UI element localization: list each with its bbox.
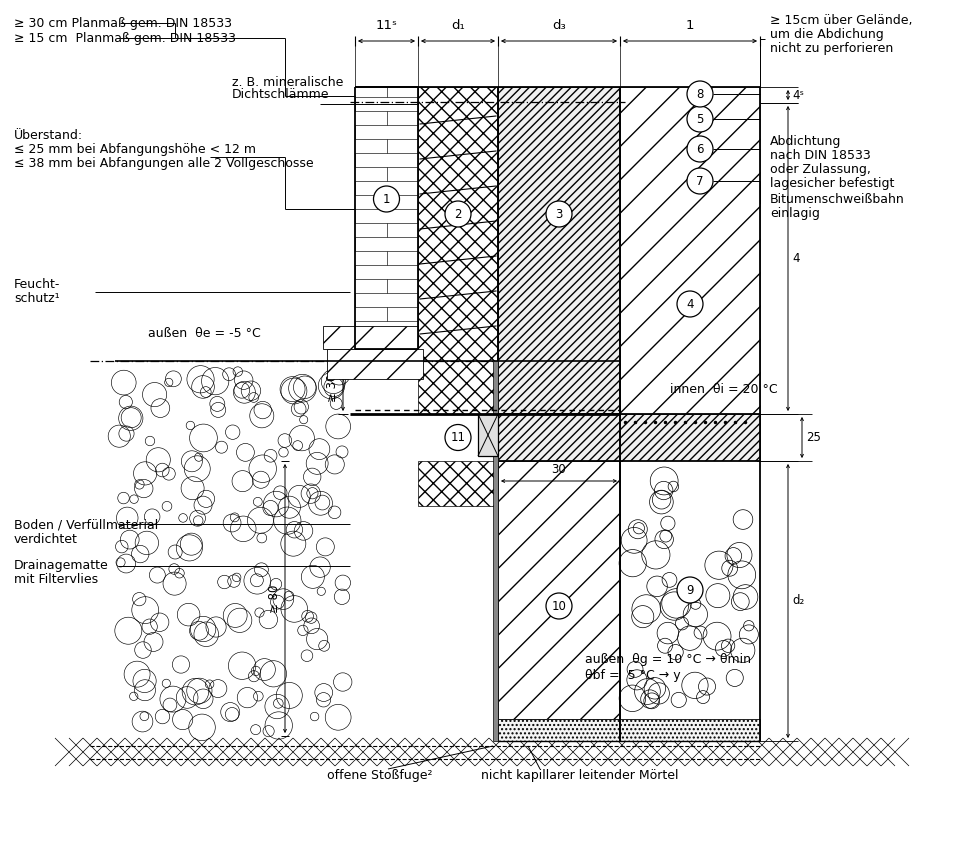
- Text: oder Zulassung,: oder Zulassung,: [770, 163, 871, 176]
- Bar: [498, 87, 620, 741]
- Polygon shape: [478, 414, 498, 456]
- Bar: [498, 719, 760, 741]
- Text: schutz¹: schutz¹: [14, 291, 60, 305]
- Circle shape: [546, 201, 572, 227]
- Text: 4: 4: [792, 252, 800, 265]
- Text: z. B. mineralische: z. B. mineralische: [232, 76, 344, 89]
- Circle shape: [445, 201, 471, 227]
- Text: ≤ 38 mm bei Abfangungen alle 2 Vollgeschosse: ≤ 38 mm bei Abfangungen alle 2 Vollgesch…: [14, 157, 314, 170]
- Text: außen  θe = -5 °C: außen θe = -5 °C: [148, 327, 261, 340]
- Circle shape: [687, 106, 713, 132]
- Text: Dichtschlämme: Dichtschlämme: [232, 88, 329, 101]
- Text: verdichtet: verdichtet: [14, 533, 78, 546]
- Text: Feucht-: Feucht-: [14, 278, 60, 290]
- Bar: [418, 461, 498, 506]
- Bar: [498, 414, 760, 461]
- Text: Bitumenschweißbahn: Bitumenschweißbahn: [770, 193, 904, 206]
- Bar: [327, 349, 423, 379]
- Text: Boden / Verfüllmaterial: Boden / Verfüllmaterial: [14, 519, 158, 532]
- Bar: [620, 87, 760, 414]
- Circle shape: [687, 81, 713, 107]
- Text: 1: 1: [383, 193, 391, 205]
- Text: d₃: d₃: [552, 19, 565, 32]
- Bar: [498, 461, 620, 719]
- Text: 30: 30: [552, 463, 566, 476]
- Text: ≥ 30 cm Planmaß gem. DIN 18533: ≥ 30 cm Planmaß gem. DIN 18533: [14, 16, 232, 30]
- Text: nach DIN 18533: nach DIN 18533: [770, 149, 871, 162]
- Text: Drainagematte: Drainagematte: [14, 559, 108, 572]
- Circle shape: [687, 136, 713, 162]
- Text: ≥ 30: ≥ 30: [326, 374, 339, 402]
- Text: nicht zu perforieren: nicht zu perforieren: [770, 42, 893, 55]
- Text: außen  θg = 10 °C → θmin: außen θg = 10 °C → θmin: [585, 653, 751, 666]
- Bar: [323, 326, 418, 349]
- Bar: [493, 361, 498, 741]
- Text: θbf =  5 °C → y: θbf = 5 °C → y: [585, 668, 681, 682]
- Text: 6: 6: [696, 143, 704, 155]
- Text: 9: 9: [686, 583, 694, 597]
- Text: innen  θi = 20 °C: innen θi = 20 °C: [670, 383, 778, 396]
- Text: 4ˢ: 4ˢ: [792, 88, 804, 102]
- Text: um die Abdichung: um die Abdichung: [770, 28, 884, 41]
- Text: 4: 4: [686, 297, 694, 311]
- Text: lagesicher befestigt: lagesicher befestigt: [770, 177, 895, 190]
- Text: ≥ 15 cm  Planmaß gem. DIN 18533: ≥ 15 cm Planmaß gem. DIN 18533: [14, 31, 236, 44]
- Text: d₁: d₁: [451, 19, 465, 32]
- Text: 11ˢ: 11ˢ: [375, 19, 397, 32]
- Text: 10: 10: [552, 599, 566, 612]
- Circle shape: [445, 424, 471, 451]
- Circle shape: [677, 577, 703, 603]
- Bar: [418, 87, 498, 414]
- Text: ≥ 80: ≥ 80: [268, 584, 281, 613]
- Text: ≤ 25 mm bei Abfangungshöhe < 12 m: ≤ 25 mm bei Abfangungshöhe < 12 m: [14, 143, 256, 156]
- Circle shape: [677, 291, 703, 317]
- Text: 7: 7: [696, 175, 704, 188]
- Circle shape: [687, 168, 713, 194]
- Text: Abdichtung: Abdichtung: [770, 135, 841, 148]
- Text: ≥ 15cm über Gelände,: ≥ 15cm über Gelände,: [770, 14, 913, 27]
- Text: nicht kapillarer leitender Mörtel: nicht kapillarer leitender Mörtel: [481, 769, 679, 783]
- Circle shape: [546, 593, 572, 619]
- Bar: [623, 461, 757, 719]
- Text: d₂: d₂: [792, 594, 804, 608]
- Circle shape: [373, 186, 399, 212]
- Bar: [55, 738, 915, 766]
- Text: 25: 25: [806, 431, 821, 444]
- Text: mit Filtervlies: mit Filtervlies: [14, 573, 98, 586]
- Text: einlagig: einlagig: [770, 207, 820, 220]
- Bar: [115, 361, 355, 741]
- Text: 2: 2: [454, 207, 462, 221]
- Text: offene Stoßfuge²: offene Stoßfuge²: [327, 769, 433, 783]
- Text: 11: 11: [450, 431, 466, 444]
- Text: 1: 1: [685, 19, 694, 32]
- Text: 3: 3: [555, 207, 563, 221]
- Text: 8: 8: [696, 87, 704, 100]
- Text: 5: 5: [696, 113, 704, 126]
- Text: Überstand:: Überstand:: [14, 129, 84, 142]
